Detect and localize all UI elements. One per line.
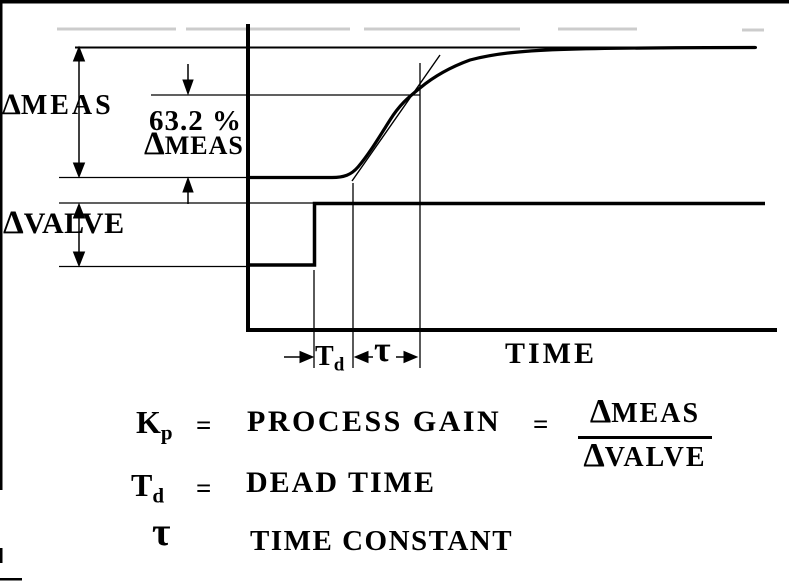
pct-up-arrowhead — [182, 176, 194, 193]
meas-down-arrowhead — [72, 162, 86, 179]
delta-meas-label: ΔMEAS — [2, 88, 114, 121]
delta-symbol: Δ — [589, 393, 612, 430]
tau-axis-label: τ — [374, 329, 391, 369]
delta-valve-label: ΔVALVE — [3, 205, 125, 241]
td-symbol: Td — [131, 467, 165, 508]
delta-symbol: Δ — [2, 88, 21, 121]
bottom-left-fragment — [0, 578, 22, 581]
dead-time-dimension-arrow — [284, 350, 315, 364]
pct-down-arrowhead — [182, 79, 194, 96]
dead-time-right-arrowhead — [299, 350, 315, 364]
tau-right-arrowhead — [403, 350, 419, 364]
delta-symbol: Δ — [3, 205, 24, 241]
tangent-line — [351, 54, 441, 182]
left-border-line — [0, 0, 3, 490]
tau-symbol: τ — [152, 509, 171, 554]
meas-dimension-arrows — [72, 45, 86, 179]
meas-up-arrowhead — [72, 45, 86, 62]
pct-meas-dimension-arrows — [182, 64, 194, 204]
kp-fraction: ΔMEAS ΔVALVE — [578, 395, 712, 477]
valve-step-input-curve — [248, 201, 765, 267]
time-axis-label: TIME — [505, 337, 598, 370]
dead-time-text: DEAD TIME — [246, 466, 436, 499]
tau-dimension-arrows — [353, 350, 419, 364]
kp-symbol: Kp — [136, 404, 173, 445]
td-equals: = — [196, 473, 212, 503]
pct-meas-label: ΔMEAS — [144, 126, 244, 162]
measured-response-curve — [246, 45, 757, 180]
scan-streaks — [57, 27, 764, 32]
fraction-numerator: ΔMEAS — [578, 395, 712, 439]
time-constant-text: TIME CONSTANT — [250, 525, 514, 557]
delta-symbol: Δ — [144, 126, 165, 162]
fraction-denominator: ΔVALVE — [583, 437, 707, 474]
pct-63-label: 63.2 % — [149, 105, 242, 137]
dead-time-axis-label: Td — [315, 341, 345, 376]
delta-symbol: Δ — [583, 437, 605, 474]
kp-equals-2: = — [533, 409, 549, 439]
kp-equals: = — [196, 410, 212, 440]
top-border-line — [0, 0, 789, 4]
process-gain-text: PROCESS GAIN — [247, 405, 502, 438]
valve-dimension-arrows — [72, 202, 86, 268]
left-border-fragment — [0, 548, 3, 563]
valve-down-arrowhead — [72, 251, 86, 268]
